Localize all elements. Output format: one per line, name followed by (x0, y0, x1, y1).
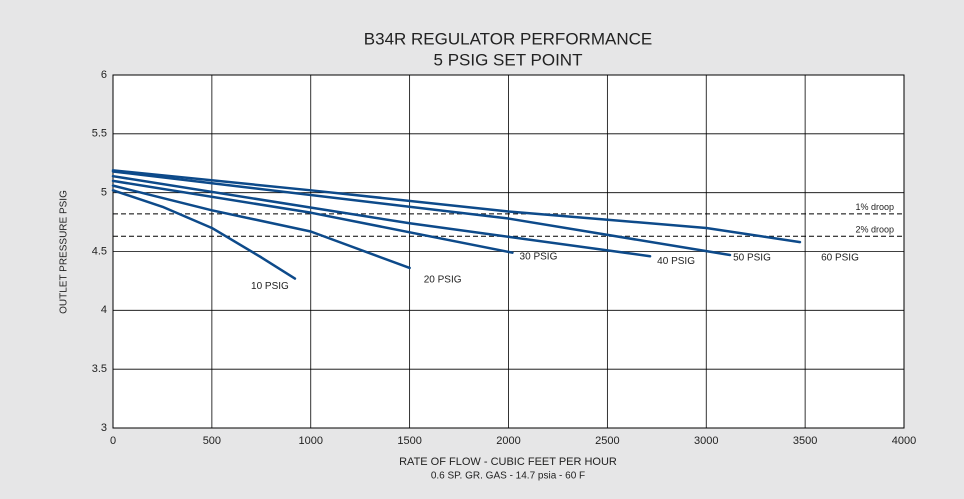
x-tick-label: 0 (110, 435, 116, 447)
x-tick-label: 2000 (496, 435, 520, 447)
y-tick-label: 5.5 (92, 128, 107, 140)
series-label: 30 PSIG (520, 251, 558, 262)
x-axis-label: RATE OF FLOW - CUBIC FEET PER HOUR (399, 456, 617, 468)
y-tick-label: 3.5 (92, 363, 107, 375)
y-tick-label: 4.5 (92, 245, 107, 257)
series-label: 10 PSIG (251, 281, 289, 292)
chart-subtitle: 5 PSIG SET POINT (434, 50, 583, 69)
x-tick-label: 2500 (595, 435, 619, 447)
series-label: 60 PSIG (821, 253, 859, 264)
series-line (111, 189, 297, 280)
series-label: 20 PSIG (424, 275, 462, 286)
series-line (111, 174, 652, 258)
y-tick-label: 3 (101, 422, 107, 434)
x-tick-label: 3000 (694, 435, 718, 447)
chart-title: B34R REGULATOR PERFORMANCE (364, 29, 652, 48)
y-tick-label: 4 (101, 304, 107, 316)
x-axis-sublabel: 0.6 SP. GR. GAS - 14.7 psia - 60 F (431, 471, 585, 482)
reference-label: 2% droop (855, 225, 894, 235)
series-line (111, 179, 514, 254)
series-label: 50 PSIG (733, 253, 771, 264)
x-tick-label: 3500 (793, 435, 817, 447)
x-tick-label: 1000 (299, 435, 323, 447)
y-tick-label: 5 (101, 187, 107, 199)
y-tick-label: 6 (101, 69, 107, 81)
y-axis-label: OUTLET PRESSURE PSIG (59, 190, 70, 314)
series-line (111, 170, 732, 257)
series-line (111, 169, 802, 244)
reference-label: 1% droop (855, 202, 894, 212)
x-tick-label: 1500 (397, 435, 421, 447)
series-line (111, 184, 411, 270)
series-label: 40 PSIG (657, 256, 695, 267)
plot-border (112, 74, 905, 429)
x-tick-label: 4000 (892, 435, 916, 447)
x-tick-label: 500 (203, 435, 221, 447)
